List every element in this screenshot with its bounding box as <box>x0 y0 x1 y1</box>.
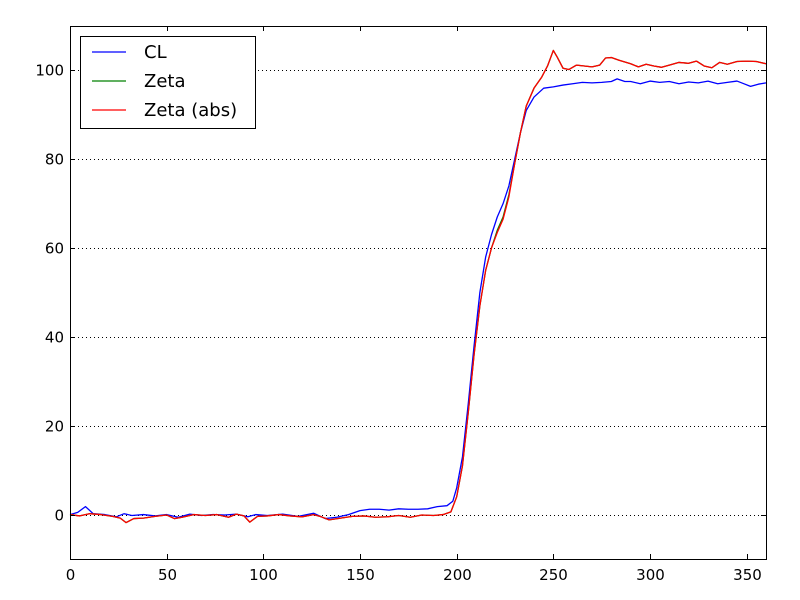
y-tick-label-0: 0 <box>54 507 64 525</box>
x-tick-label-250: 250 <box>539 566 568 584</box>
legend-label-0: CL <box>144 42 167 63</box>
axis-ticks: 0 50 100 150 200 250 300 350 0 20 40 60 80 100 <box>35 26 766 584</box>
series-line-2 <box>69 49 767 524</box>
x-tick-label-200: 200 <box>443 566 472 584</box>
y-tick-label-100: 100 <box>35 62 64 80</box>
x-tick-label-350: 350 <box>733 566 762 584</box>
x-tick-label-0: 0 <box>66 566 76 584</box>
x-tick-label-150: 150 <box>346 566 375 584</box>
x-tick-label-50: 50 <box>158 566 177 584</box>
y-tick-label-40: 40 <box>45 329 64 347</box>
legend: CL Zeta Zeta (abs) <box>80 36 256 129</box>
legend-label-2: Zeta (abs) <box>144 100 237 121</box>
y-tick-label-20: 20 <box>45 418 64 436</box>
x-tick-label-100: 100 <box>249 566 278 584</box>
x-tick-label-300: 300 <box>636 566 665 584</box>
legend-label-1: Zeta <box>144 71 186 92</box>
series-lines <box>69 49 767 524</box>
plot-frame <box>70 26 767 560</box>
y-tick-label-80: 80 <box>45 151 64 169</box>
y-tick-label-60: 60 <box>45 240 64 258</box>
